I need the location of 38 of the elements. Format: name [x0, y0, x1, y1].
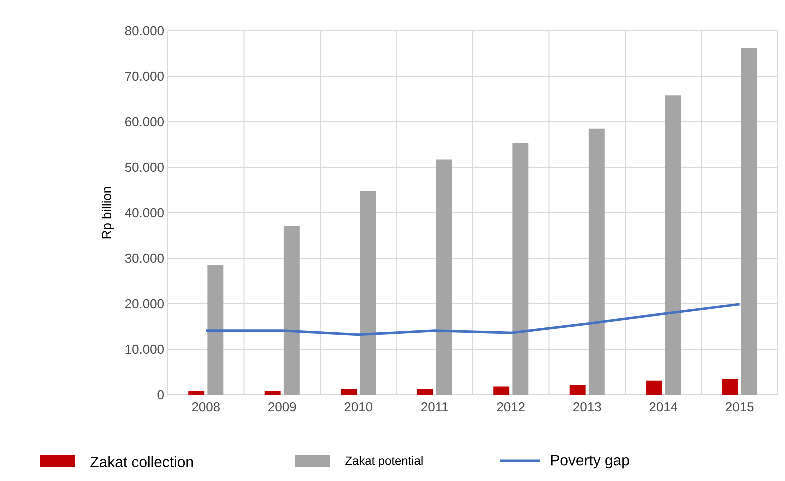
x-tick-label: 2010 — [344, 402, 373, 412]
y-tick-label: 60.000 — [126, 117, 164, 127]
bar — [284, 226, 300, 395]
legend-label: Zakat collection — [90, 456, 194, 468]
bar — [646, 380, 662, 395]
line-series — [204, 303, 742, 336]
x-tick-label: 2014 — [650, 402, 678, 412]
bar — [570, 384, 586, 395]
y-tick-label: 20.000 — [126, 299, 164, 309]
y-tick-label: 0 — [158, 390, 164, 400]
bar — [436, 160, 452, 395]
bar — [208, 265, 224, 395]
x-tick-label: 2012 — [497, 402, 525, 412]
y-tick-label: 80.000 — [125, 26, 164, 36]
bar — [665, 96, 682, 395]
x-tick-label: 2013 — [574, 402, 602, 412]
bar — [494, 386, 510, 395]
y-tick-label: 40.000 — [125, 208, 164, 218]
bar — [512, 143, 529, 395]
y-tick-label: 30.000 — [125, 254, 164, 264]
x-tick-label: 2015 — [726, 402, 754, 412]
y-tick-label: 50.000 — [125, 162, 164, 172]
bar — [360, 191, 376, 395]
bar — [341, 390, 358, 395]
y-tick-label: 70.000 — [126, 72, 164, 82]
x-tick-label: 2008 — [192, 402, 220, 412]
bar — [417, 390, 434, 395]
x-tick-label: 2009 — [268, 402, 296, 412]
y-tick-label: 10.000 — [126, 344, 164, 354]
x-tick-label: 2011 — [422, 402, 448, 412]
legend-label: Zakat potential — [346, 456, 423, 468]
bar — [722, 379, 738, 395]
bar — [264, 391, 281, 395]
bar — [188, 391, 205, 395]
bar — [588, 128, 605, 395]
bar — [741, 48, 758, 395]
legend-label: Poverty gap — [551, 455, 630, 469]
y-axis-title: Rp billion — [102, 187, 114, 239]
